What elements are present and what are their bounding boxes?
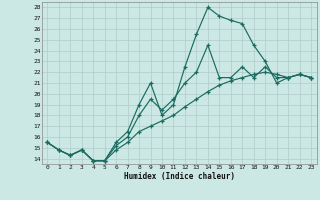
X-axis label: Humidex (Indice chaleur): Humidex (Indice chaleur) <box>124 172 235 181</box>
